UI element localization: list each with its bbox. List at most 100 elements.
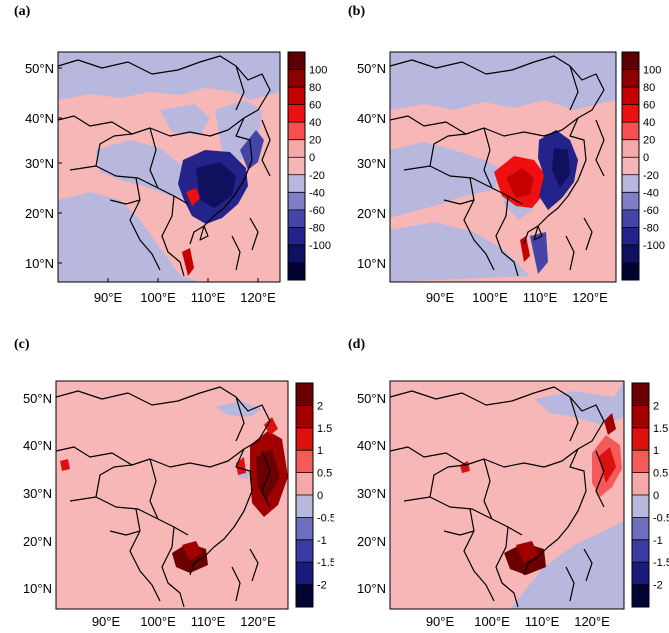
positive-region [264,417,278,435]
colorbar-tick-label: 0.5 [317,468,332,480]
lon-tick-label: 100°E [474,614,510,629]
map-frame [57,51,281,283]
positive-region [186,188,200,206]
colorbar-swatch [622,262,639,281]
colorbar-swatch [622,122,639,140]
lat-tick-label: 20°N [357,206,386,221]
colorbar-swatch [296,584,313,608]
lon-tick-label: 110°E [191,290,226,305]
lat-tick-label: 50°N [25,61,54,76]
colorbar-tick-label: -20 [309,170,325,182]
colorbar-swatch [632,495,649,518]
colorbar-swatch [296,472,313,496]
lon-ticks: 90°E 100°E 110°E 120°E [94,290,276,305]
lon-tick-label: 110°E [525,614,560,629]
positive-region [598,447,616,483]
lat-tick-label: 10°N [25,256,54,271]
colorbar-tick-label: 2 [653,400,659,412]
colorbar-swatch [622,157,639,176]
negative-region [58,192,200,282]
colorbar-swatch [288,69,305,88]
lat-tick-label: 10°N [23,581,52,596]
lon-tick-label: 100°E [472,290,508,305]
map-a: 50°N 40°N 30°N 20°N 10°N 90°E 100°E 110°… [25,51,331,305]
lon-tick-label: 120°E [574,614,610,629]
lat-tick-label: 40°N [25,111,54,126]
panel-label: (b) [348,4,366,19]
colorbar-swatch [632,472,649,496]
map-frame [389,380,625,610]
strong-negative-region [530,232,548,274]
colorbar-frame [287,51,306,281]
lat-tick-label: 40°N [357,111,386,126]
colorbar: 100 80 60 40 20 0 -20 -40 -60 -80 -100 [287,51,331,281]
map-frame [55,380,289,610]
colorbar-swatch [288,262,305,281]
colorbar-swatch [296,383,313,406]
colorbar-tick-label: 0 [309,152,315,164]
map-d: 50°N 40°N 30°N 20°N 10°N 90°E 100°E 110°… [357,380,669,629]
colorbar-tick-label: 0 [653,490,659,502]
colorbar-tick-label: -100 [643,240,665,252]
colorbar-tick-label: 100 [309,65,327,77]
panel-c: (c) [0,317,334,633]
panel-label: (c) [14,337,30,352]
colorbar-tick-label: -2 [317,580,327,592]
lat-tick-label: 10°N [357,581,386,596]
colorbar: 2 1.5 1 0.5 0 -0.5 -1 -1.5 -2 [295,382,334,608]
lat-tick-label: 30°N [25,156,54,171]
lon-tick-label: 120°E [240,290,276,305]
colorbar-tick-label: -1 [317,535,327,547]
colorbar-swatch [622,174,639,193]
map-b: 50°N 40°N 30°N 20°N 10°N 90°E 100°E 110°… [357,51,665,305]
colorbar-tick-label: 0 [317,490,323,502]
negative-region [95,140,200,200]
colorbar-swatch [622,209,639,228]
lon-tick-label: 100°E [140,290,176,305]
lat-tick-label: 50°N [357,61,386,76]
colorbar-swatch [632,383,649,406]
colorbar-swatch [632,584,649,608]
map-frame [389,51,617,283]
colorbar-swatch [288,87,305,105]
colorbar: 2 1.5 1 0.5 0 -0.5 -1 -1.5 -2 [631,382,669,608]
lat-tick-label: 50°N [23,391,52,406]
colorbar-tick-label: -1.5 [653,557,669,569]
lat-tick-label: 50°N [357,391,386,406]
positive-region [516,541,538,563]
colorbar-tick-label: 60 [309,100,321,112]
colorbar-swatch [622,69,639,88]
colorbar-tick-label: -60 [309,205,325,217]
lon-tick-label: 90°E [94,290,123,305]
colorbar-tick-label: 100 [643,65,661,77]
lon-tick-label: 100°E [140,614,176,629]
strong-negative-region [240,130,264,170]
positive-region [60,459,70,471]
lat-tick-label: 40°N [357,438,386,453]
colorbar-tick-label: 60 [643,100,655,112]
lon-tick-label: 90°E [426,290,455,305]
negative-region [390,142,504,218]
colorbar-swatch [296,517,313,541]
colorbar-swatch [622,192,639,211]
colorbar-swatch [622,139,639,158]
colorbar-swatch [296,495,313,518]
colorbar-tick-label: -40 [309,187,325,199]
lon-tick-label: 120°E [240,614,276,629]
panel-d: (d) [334,317,669,633]
colorbar-swatch [632,539,649,563]
colorbar-tick-label: 20 [309,135,321,147]
colorbar-swatch [622,227,639,246]
lat-tick-label: 20°N [357,534,386,549]
lat-ticks: 50°N 40°N 30°N 20°N 10°N [25,61,54,271]
colorbar-tick-label: 80 [309,82,321,94]
colorbar-tick-label: -20 [643,170,659,182]
colorbar-tick-label: 1.5 [653,423,668,435]
colorbar-tick-label: -100 [309,240,331,252]
colorbar-tick-label: -0.5 [317,512,334,524]
colorbar-tick-label: -0.5 [653,512,669,524]
colorbar-tick-label: -1.5 [317,557,334,569]
colorbar-swatch [632,517,649,541]
colorbar-tick-label: 2 [317,400,323,412]
panel-label: (a) [14,4,31,19]
